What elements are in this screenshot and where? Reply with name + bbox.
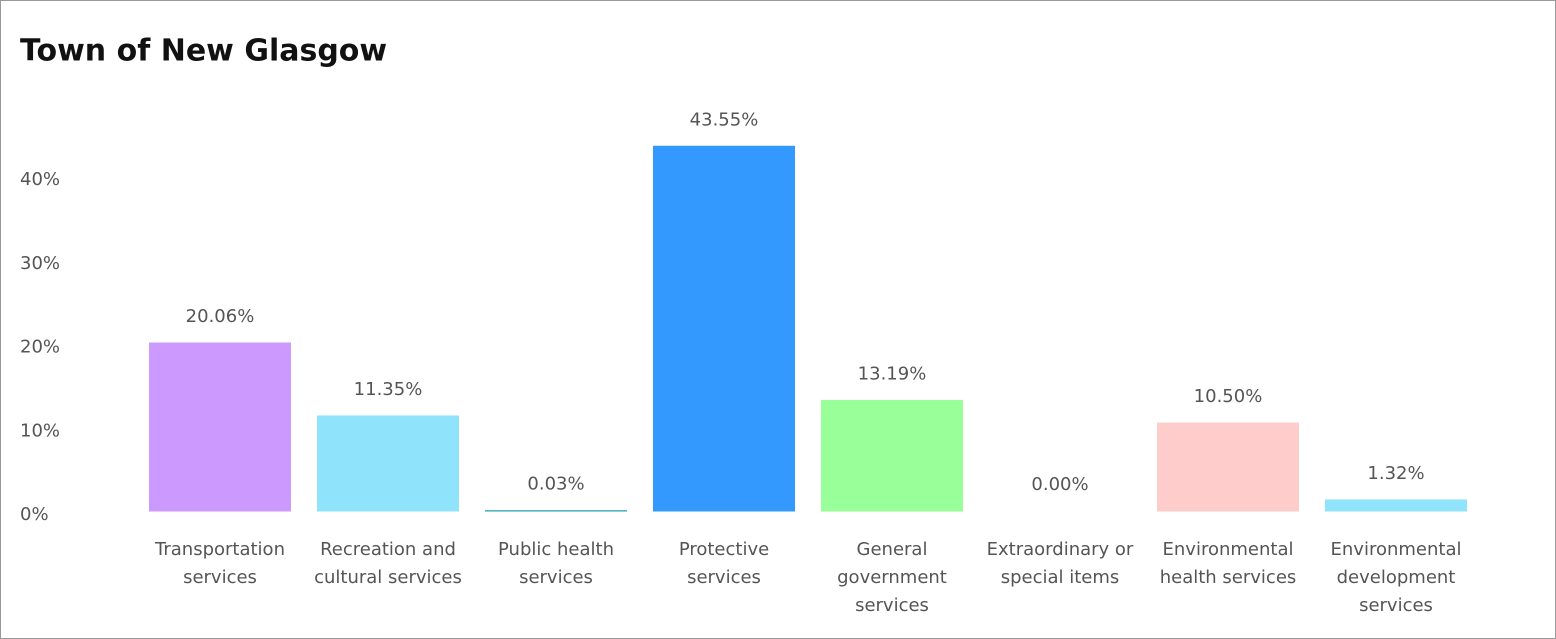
bar bbox=[317, 415, 459, 512]
y-tick-label: 30% bbox=[20, 253, 60, 274]
data-label: 0.00% bbox=[1031, 474, 1088, 495]
x-tick-label: Environmental development services bbox=[1330, 539, 1462, 616]
chart-title: Town of New Glasgow bbox=[20, 34, 387, 69]
y-tick-label: 20% bbox=[20, 337, 60, 358]
y-tick-label: 40% bbox=[20, 169, 60, 190]
data-label: 43.55% bbox=[690, 109, 759, 130]
bar bbox=[1325, 499, 1467, 512]
x-tick-label: Extraordinary or special items bbox=[986, 539, 1134, 588]
x-tick-label: General government services bbox=[837, 539, 947, 616]
data-label: 1.32% bbox=[1367, 463, 1424, 484]
data-label: 0.03% bbox=[527, 474, 584, 495]
x-tick-label: Protective services bbox=[678, 539, 770, 588]
bar bbox=[653, 145, 795, 512]
data-label: 20.06% bbox=[186, 306, 255, 327]
y-tick-label: 0% bbox=[20, 504, 49, 525]
y-tick-label: 10% bbox=[20, 420, 60, 441]
x-tick-label: Transportation services bbox=[155, 539, 285, 588]
data-label: 10.50% bbox=[1194, 386, 1263, 407]
bar bbox=[1157, 422, 1299, 512]
x-tick-label: Recreation and cultural services bbox=[314, 539, 462, 588]
bar bbox=[149, 342, 291, 512]
data-label: 11.35% bbox=[354, 379, 423, 400]
bar bbox=[821, 400, 963, 512]
x-tick-label: Environmental health services bbox=[1159, 539, 1297, 588]
data-label: 13.19% bbox=[858, 364, 927, 385]
x-tick-label: Public health services bbox=[498, 539, 614, 588]
